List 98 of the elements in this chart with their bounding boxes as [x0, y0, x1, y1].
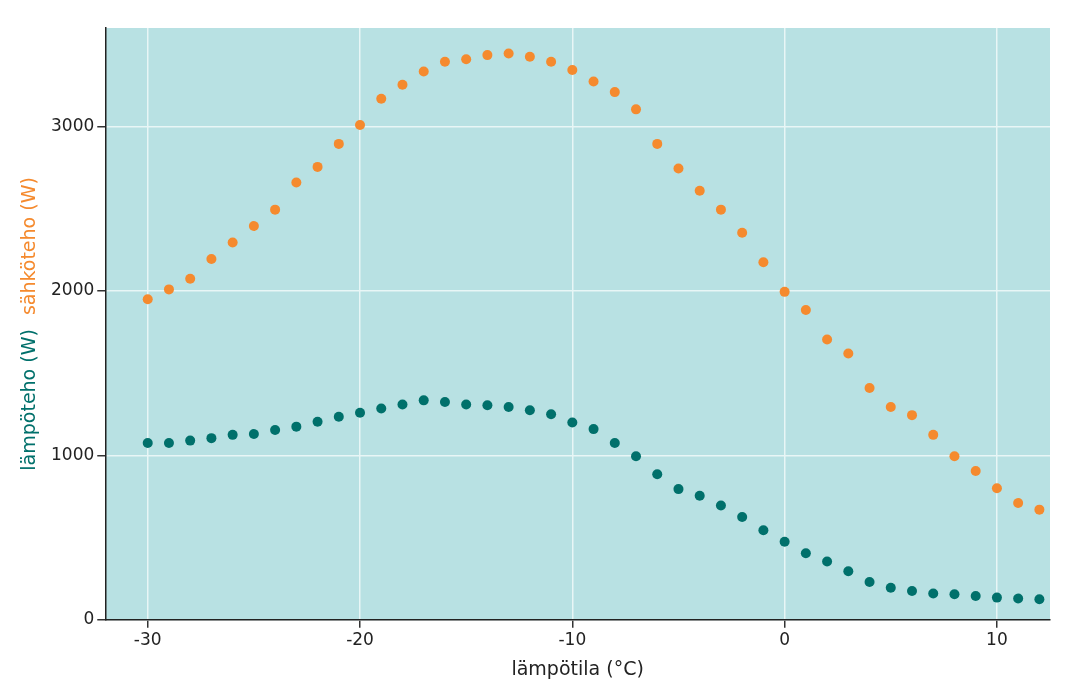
point	[1034, 594, 1045, 605]
point	[524, 51, 535, 62]
point	[779, 286, 790, 297]
point	[312, 416, 323, 427]
x-axis-title: lämpötila (°C)	[511, 656, 644, 679]
point	[864, 576, 875, 587]
point	[397, 79, 408, 90]
point	[546, 409, 557, 420]
point	[609, 87, 620, 98]
point	[206, 253, 217, 264]
point	[758, 257, 769, 268]
point	[864, 383, 875, 394]
y-tick-label: 0	[83, 608, 95, 629]
point	[737, 227, 748, 238]
point	[461, 54, 472, 65]
point	[822, 334, 833, 345]
point	[376, 403, 387, 414]
point	[142, 294, 153, 305]
point	[1013, 593, 1024, 604]
y-tick-label: 2000	[51, 279, 95, 300]
point	[461, 399, 472, 410]
point	[928, 429, 939, 440]
point	[270, 204, 281, 215]
point	[991, 592, 1002, 603]
point	[673, 484, 684, 495]
point	[482, 400, 493, 411]
point	[673, 163, 684, 174]
x-tick-label: 10	[986, 629, 1008, 650]
point	[439, 56, 450, 67]
point	[482, 50, 493, 61]
x-tick-label: -10	[558, 629, 587, 650]
point	[694, 490, 705, 501]
point	[991, 483, 1002, 494]
point	[885, 401, 896, 412]
point	[142, 438, 153, 449]
point	[928, 588, 939, 599]
point	[270, 424, 281, 435]
point	[652, 469, 663, 480]
point	[163, 284, 174, 295]
point	[333, 138, 344, 149]
point	[163, 438, 174, 449]
point	[758, 525, 769, 536]
point	[227, 237, 238, 248]
point	[822, 556, 833, 567]
point	[397, 399, 408, 410]
point	[227, 429, 238, 440]
point	[418, 395, 429, 406]
point	[567, 417, 578, 428]
point	[843, 566, 854, 577]
point	[631, 451, 642, 462]
point	[333, 411, 344, 422]
point	[652, 138, 663, 149]
point	[885, 582, 896, 593]
point	[503, 48, 514, 59]
point	[418, 66, 429, 77]
point	[567, 64, 578, 75]
point	[907, 410, 918, 421]
point	[588, 424, 599, 435]
point	[800, 304, 811, 315]
point	[185, 273, 196, 284]
point	[376, 93, 387, 104]
point	[1034, 504, 1045, 515]
point	[715, 204, 726, 215]
point	[907, 586, 918, 597]
text: lämpöteho (W)	[16, 329, 39, 471]
point	[248, 221, 259, 232]
point	[291, 177, 302, 188]
y-tick-label: 3000	[51, 115, 95, 136]
point	[312, 161, 323, 172]
point	[546, 56, 557, 67]
point	[779, 536, 790, 547]
point	[800, 548, 811, 559]
text: sähköteho (W)	[16, 177, 39, 316]
point	[248, 429, 259, 440]
point	[185, 435, 196, 446]
x-tick-label: -30	[133, 629, 162, 650]
point	[970, 590, 981, 601]
point	[439, 396, 450, 407]
point	[970, 466, 981, 477]
point	[1013, 498, 1024, 509]
point	[949, 589, 960, 600]
point	[631, 104, 642, 115]
point	[588, 76, 599, 87]
point	[843, 348, 854, 359]
point	[694, 185, 705, 196]
point	[206, 433, 217, 444]
point	[355, 407, 366, 418]
point	[715, 500, 726, 511]
point	[949, 451, 960, 462]
point	[737, 512, 748, 523]
point	[355, 119, 366, 130]
x-tick-label: -20	[346, 629, 374, 650]
point	[609, 438, 620, 449]
y-tick-label: 1000	[51, 443, 95, 464]
point	[291, 421, 302, 432]
x-tick-label: 0	[779, 629, 791, 650]
point	[524, 405, 535, 416]
point	[503, 401, 514, 412]
